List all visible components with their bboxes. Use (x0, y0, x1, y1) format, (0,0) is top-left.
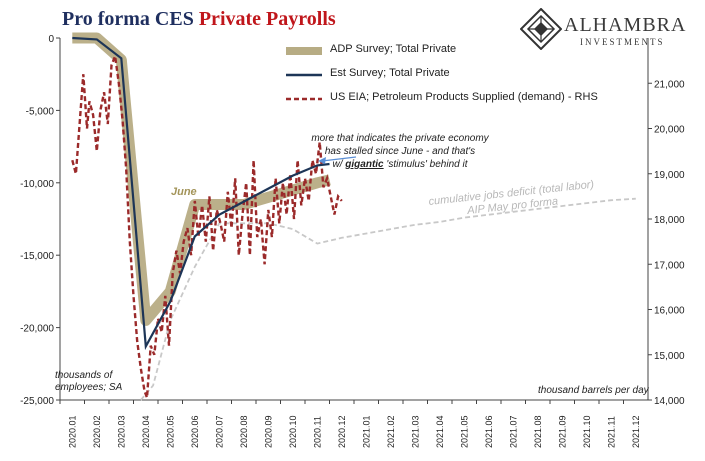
annotation-arrow-head (318, 157, 326, 164)
x-tick-label: 2021.04 (435, 415, 445, 448)
annotation-emphasis: gigantic (345, 159, 384, 170)
x-tick-label: 2021.08 (533, 415, 543, 448)
right-tick-label: 15,000 (654, 351, 685, 362)
legend-label-est: Est Survey; Total Private (330, 67, 450, 79)
annotation-line-1: more that indicates the private economy (311, 133, 489, 144)
logo-subtitle: INVESTMENTS (580, 37, 665, 47)
legend-swatch-adp (286, 47, 322, 55)
right-tick-label: 16,000 (654, 306, 685, 317)
right-tick-label: 20,000 (654, 125, 685, 136)
left-tick-label: -20,000 (20, 324, 54, 335)
annotation-line-3: w/ gigantic 'stimulus' behind it (305, 158, 495, 171)
title-part-1: Pro forma CES (62, 8, 199, 30)
right-tick-label: 14,000 (654, 396, 685, 407)
x-tick-label: 2021.01 (361, 415, 371, 448)
x-tick-label: 2020.09 (263, 415, 273, 448)
logo-name: ALHAMBRA (564, 14, 687, 36)
x-tick-label: 2020.01 (67, 415, 77, 448)
series-eia-line (71, 51, 343, 399)
june-label: June (171, 186, 197, 198)
x-tick-label: 2021.07 (508, 415, 518, 448)
stall-annotation: more that indicates the private economy … (305, 132, 495, 171)
left-axis-unit: thousands of employees; SA (55, 370, 123, 393)
left-tick-label: -25,000 (20, 396, 54, 407)
title-part-2: Private Payrolls (198, 8, 336, 30)
right-tick-label: 18,000 (654, 215, 685, 226)
annotation-line-2: has stalled since June - and that's (324, 146, 476, 157)
legend-label-adp: ADP Survey; Total Private (330, 43, 457, 55)
x-tick-label: 2020.05 (165, 415, 175, 448)
x-tick-label: 2020.10 (288, 415, 298, 448)
right-axis-unit: thousand barrels per day (538, 385, 649, 396)
x-tick-label: 2020.08 (239, 415, 249, 448)
left-tick-label: -10,000 (20, 179, 54, 190)
x-tick-label: 2021.03 (410, 415, 420, 448)
left-tick-label: -15,000 (20, 251, 54, 262)
series-deficit-line (140, 197, 636, 401)
x-tick-label: 2021.12 (631, 415, 641, 448)
x-tick-label: 2020.02 (92, 415, 102, 448)
right-tick-label: 19,000 (654, 170, 685, 181)
annotation-arrow-line (321, 156, 357, 162)
diamond-lattice-icon (520, 8, 562, 50)
right-tick-label: 17,000 (654, 260, 685, 271)
brand-logo: ALHAMBRA INVESTMENTS (520, 8, 700, 50)
left-tick-label: -5,000 (26, 106, 55, 117)
annotation-line-3-prefix: w/ (332, 159, 346, 170)
legend-swatch-est (286, 73, 322, 77)
x-tick-label: 2020.07 (214, 415, 224, 448)
x-tick-label: 2021.06 (484, 415, 494, 448)
x-tick-label: 2020.12 (337, 415, 347, 448)
x-tick-label: 2020.11 (312, 416, 322, 448)
x-tick-label: 2020.06 (190, 415, 200, 448)
legend-swatch-eia (286, 97, 322, 101)
series-est-line (72, 36, 330, 351)
chart-title: Pro forma CES Private Payrolls (62, 8, 336, 31)
x-tick-label: 2020.04 (141, 415, 151, 448)
x-tick-label: 2021.05 (459, 415, 469, 448)
x-tick-label: 2020.03 (116, 415, 126, 448)
legend-label-eia: US EIA; Petroleum Products Supplied (dem… (330, 91, 598, 103)
annotation-line-3-suffix: 'stimulus' behind it (383, 159, 468, 170)
x-tick-label: 2021.09 (557, 415, 567, 448)
x-tick-label: 2021.11 (606, 416, 616, 448)
right-tick-label: 21,000 (654, 79, 685, 90)
x-tick-label: 2021.02 (386, 415, 396, 448)
left-tick-label: 0 (48, 34, 54, 45)
x-tick-label: 2021.10 (582, 415, 592, 448)
